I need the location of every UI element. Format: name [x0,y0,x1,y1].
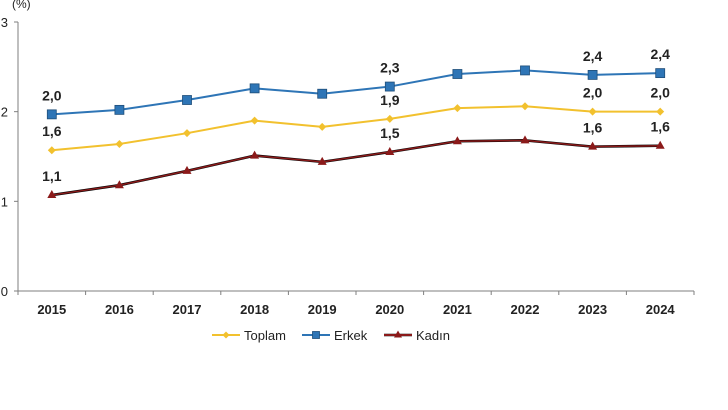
diamond-marker [656,107,665,116]
y-axis-unit-label: (%) [12,0,31,11]
diamond-marker [385,114,394,123]
triangle-marker [385,147,395,156]
triangle-marker [452,136,462,145]
y-tick-label: 2 [1,105,8,120]
legend-label: Toplam [244,328,286,343]
diamond-marker [222,331,230,339]
series-line [51,69,661,116]
x-tick-label: 2023 [578,302,607,317]
diamond-marker [250,116,259,125]
series-layer [46,65,666,199]
triangle-marker [182,165,192,174]
triangle-marker [250,150,260,159]
triangle-marker [520,135,530,144]
triangle-marker [114,180,124,189]
x-tick-label: 2015 [37,302,66,317]
diamond-marker [47,146,56,155]
series-toplam [47,102,665,155]
diamond-marker [318,122,327,131]
data-label: 1,1 [42,168,62,184]
triangle-marker [394,330,402,338]
data-label: 1,6 [42,123,62,139]
square-marker [587,70,598,80]
x-tick-label: 2019 [308,302,337,317]
series-line [51,139,661,196]
legend-item-toplam: Toplam [212,328,286,343]
x-tick-label: 2024 [646,302,676,317]
legend-item-kadn: Kadın [384,328,450,343]
data-label: 1,6 [583,120,603,136]
data-label: 2,3 [380,60,400,76]
x-tick-label: 2022 [511,302,540,317]
square-marker [520,65,530,76]
data-label: 2,4 [583,48,603,64]
square-marker [317,88,328,99]
square-marker [182,95,192,105]
square-marker [655,68,666,79]
diamond-marker [183,129,191,138]
square-marker [114,104,125,115]
diamond-marker [115,139,124,148]
series-line-shadow [51,139,661,197]
data-label: 2,0 [42,87,62,103]
data-label: 1,6 [650,119,670,135]
legend-label: Erkek [334,328,368,343]
triangle-marker [588,141,598,150]
legend: Toplam Erkek Kadın [212,328,450,343]
square-marker [312,331,320,339]
data-label: 2,4 [650,46,670,62]
x-tick-label: 2016 [105,302,134,317]
x-tick-label: 2018 [240,302,269,317]
data-labels: 1,6 1,9 2,0 2,0 2,0 2,3 2,4 2,4 1,1 1,5 1,6 1,6 [42,46,670,184]
series-erkek [46,65,666,120]
diamond-marker [588,107,597,116]
series-line [51,105,661,152]
y-tick-label: 0 [1,284,8,299]
square-marker [249,83,260,94]
y-tick-label: 1 [1,194,8,209]
square-marker [384,81,395,92]
data-label: 1,5 [380,125,400,141]
y-tick-label: 3 [1,15,8,30]
diamond-marker [453,104,462,113]
data-label: 2,0 [650,85,670,101]
triangle-marker [317,156,327,165]
legend-label: Kadın [416,328,450,343]
x-tick-label: 2017 [173,302,202,317]
diamond-marker [521,102,529,111]
triangle-marker [47,190,57,199]
x-tick-label: 2021 [443,302,472,317]
triangle-marker [655,140,665,149]
legend-item-erkek: Erkek [302,328,368,343]
data-label: 1,9 [380,92,400,108]
square-marker [46,109,57,120]
x-tick-label: 2020 [375,302,404,317]
data-label: 2,0 [583,85,603,101]
square-marker [452,69,463,79]
axes: 0 1 2 3 (%) 2015 2016 2017 2018 2019 2020 2021 2022 2… [1,0,695,317]
series-kadn [47,135,665,199]
